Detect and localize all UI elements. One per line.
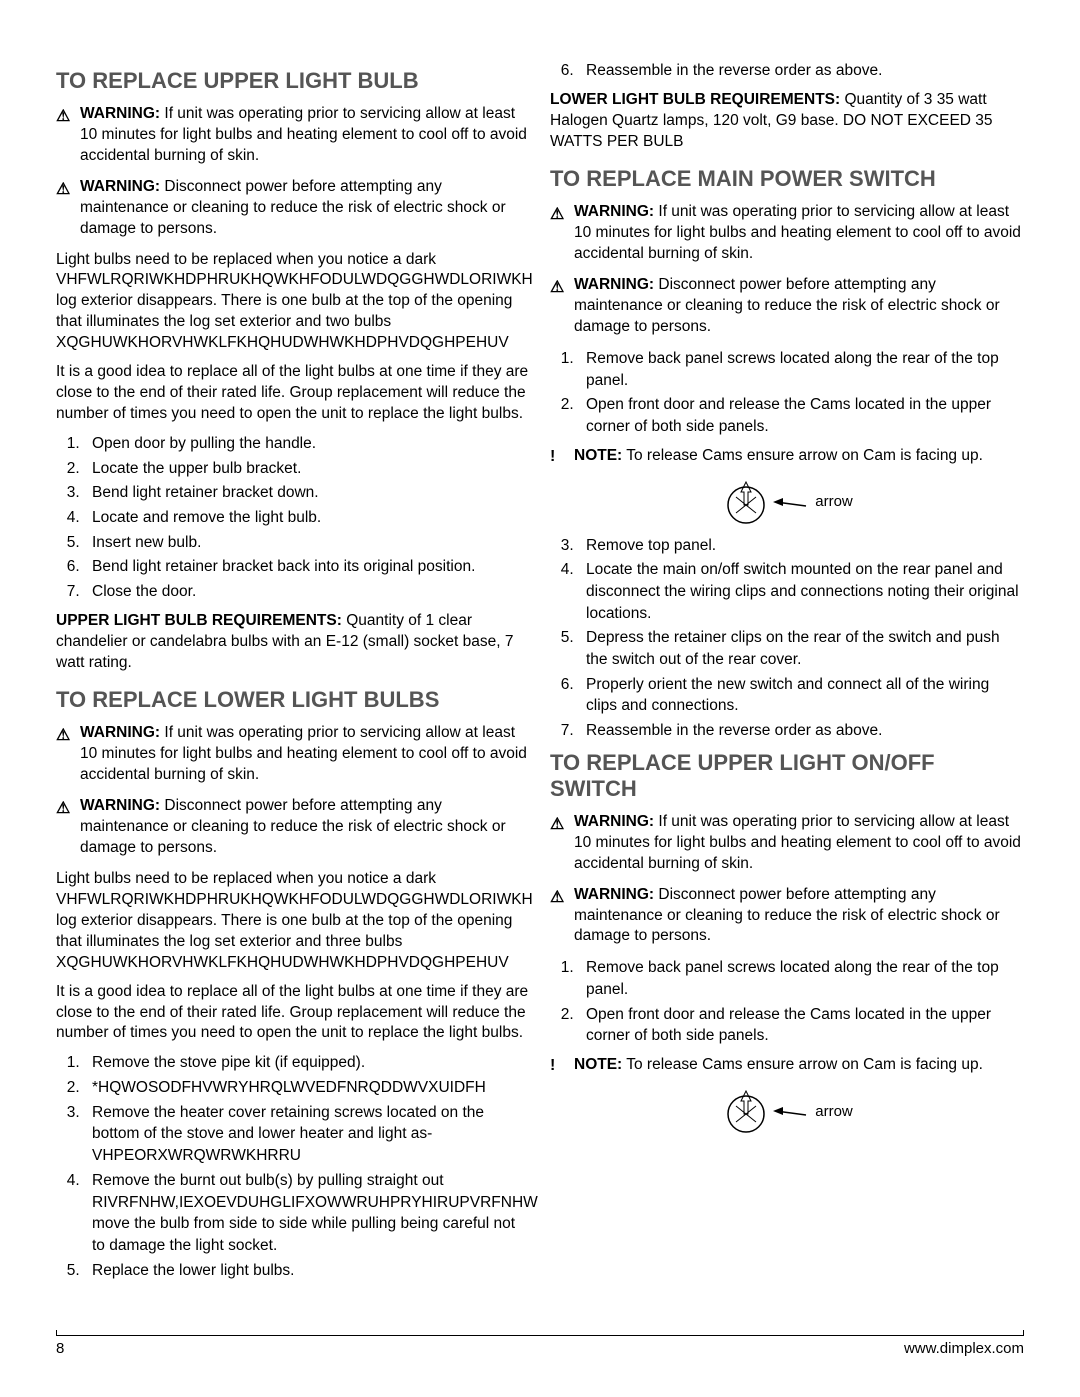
cam-icon <box>721 1086 771 1136</box>
note-icon: ! <box>550 1057 568 1075</box>
warning-label: WARNING: <box>574 203 654 220</box>
footer-url: www.dimplex.com <box>904 1340 1024 1357</box>
content-columns: TO REPLACE UPPER LIGHT BULB ⚠ WARNING: I… <box>56 60 1024 1295</box>
warning-text: WARNING: Disconnect power before attempt… <box>574 885 1024 948</box>
diagram-label: arrow <box>815 1103 853 1120</box>
cam-diagram: arrow <box>550 477 1024 527</box>
cam-icon <box>721 477 771 527</box>
step: Remove the heater cover retaining screws… <box>84 1102 530 1167</box>
warning-label: WARNING: <box>80 178 160 195</box>
step: Remove top panel. <box>578 535 1024 557</box>
step: Remove back panel screws located along t… <box>578 957 1024 1000</box>
step: Replace the lower light bulbs. <box>84 1260 530 1282</box>
warning-icon: ⚠ <box>550 277 568 297</box>
page-footer: 8 www.dimplex.com <box>56 1335 1024 1357</box>
cam-diagram: arrow <box>550 1086 1024 1136</box>
warning-label: WARNING: <box>574 276 654 293</box>
step-list: Remove back panel screws located along t… <box>550 957 1024 1047</box>
warning-label: WARNING: <box>80 797 160 814</box>
step: Locate and remove the light bulb. <box>84 507 530 529</box>
warning-text: WARNING: If unit was operating prior to … <box>574 812 1024 875</box>
warning-icon: ⚠ <box>56 798 74 818</box>
warning-text: WARNING: Disconnect power before attempt… <box>80 177 530 240</box>
note-body: To release Cams ensure arrow on Cam is f… <box>626 447 983 464</box>
diagram-label: arrow <box>815 493 853 510</box>
warning-label: WARNING: <box>80 105 160 122</box>
step: Reassemble in the reverse order as above… <box>578 60 1024 82</box>
step: Bend light retainer bracket back into it… <box>84 556 530 578</box>
warning-icon: ⚠ <box>550 204 568 224</box>
page-number: 8 <box>56 1340 64 1357</box>
warning: ⚠ WARNING: Disconnect power before attem… <box>550 275 1024 338</box>
step: Insert new bulb. <box>84 532 530 554</box>
arrow-icon <box>771 1101 811 1121</box>
section-heading: TO REPLACE LOWER LIGHT BULBS <box>56 687 530 713</box>
paragraph: Light bulbs need to be replaced when you… <box>56 250 530 355</box>
requirements: UPPER LIGHT BULB REQUIREMENTS: Quantity … <box>56 611 530 674</box>
note-text: NOTE: To release Cams ensure arrow on Ca… <box>574 1055 1024 1076</box>
step: Open door by pulling the handle. <box>84 433 530 455</box>
step: Depress the retainer clips on the rear o… <box>578 627 1024 670</box>
warning-text: WARNING: If unit was operating prior to … <box>80 723 530 786</box>
warning-label: WARNING: <box>574 813 654 830</box>
note-icon: ! <box>550 448 568 466</box>
step-list: Remove back panel screws located along t… <box>550 348 1024 438</box>
warning: ⚠ WARNING: If unit was operating prior t… <box>56 104 530 167</box>
step: Remove the burnt out bulb(s) by pulling … <box>84 1170 530 1257</box>
note-text: NOTE: To release Cams ensure arrow on Ca… <box>574 446 1024 467</box>
section-heading: TO REPLACE MAIN POWER SWITCH <box>550 166 1024 192</box>
requirements-label: LOWER LIGHT BULB REQUIREMENTS: <box>550 91 840 108</box>
step: Open front door and release the Cams loc… <box>578 394 1024 437</box>
requirements-label: UPPER LIGHT BULB REQUIREMENTS: <box>56 612 342 629</box>
warning-label: WARNING: <box>574 886 654 903</box>
step: Remove back panel screws located along t… <box>578 348 1024 391</box>
step: Open front door and release the Cams loc… <box>578 1004 1024 1047</box>
warning-icon: ⚠ <box>56 725 74 745</box>
step: Reassemble in the reverse order as above… <box>578 720 1024 742</box>
warning-icon: ⚠ <box>550 887 568 907</box>
note-label: NOTE: <box>574 447 622 464</box>
warning-icon: ⚠ <box>56 106 74 126</box>
warning-icon: ⚠ <box>550 814 568 834</box>
warning: ⚠ WARNING: Disconnect power before attem… <box>550 885 1024 948</box>
step: Properly orient the new switch and conne… <box>578 674 1024 717</box>
note: ! NOTE: To release Cams ensure arrow on … <box>550 1055 1024 1076</box>
section-heading: TO REPLACE UPPER LIGHT BULB <box>56 68 530 94</box>
warning: ⚠ WARNING: If unit was operating prior t… <box>550 202 1024 265</box>
warning-text: WARNING: Disconnect power before attempt… <box>80 796 530 859</box>
step: Locate the upper bulb bracket. <box>84 458 530 480</box>
section-heading: TO REPLACE UPPER LIGHT ON/OFF SWITCH <box>550 750 1024 802</box>
step-list: Open door by pulling the handle. Locate … <box>56 433 530 603</box>
warning-label: WARNING: <box>80 724 160 741</box>
step: Close the door. <box>84 581 530 603</box>
step: Bend light retainer bracket down. <box>84 482 530 504</box>
step: Remove the stove pipe kit (if equipped). <box>84 1052 530 1074</box>
warning-icon: ⚠ <box>56 179 74 199</box>
warning: ⚠ WARNING: If unit was operating prior t… <box>56 723 530 786</box>
paragraph: It is a good idea to replace all of the … <box>56 982 530 1045</box>
warning-text: WARNING: Disconnect power before attempt… <box>574 275 1024 338</box>
note-body: To release Cams ensure arrow on Cam is f… <box>626 1056 983 1073</box>
step: Locate the main on/off switch mounted on… <box>578 559 1024 624</box>
note-label: NOTE: <box>574 1056 622 1073</box>
step-list: Remove top panel. Locate the main on/off… <box>550 535 1024 742</box>
warning-text: WARNING: If unit was operating prior to … <box>80 104 530 167</box>
warning: ⚠ WARNING: If unit was operating prior t… <box>550 812 1024 875</box>
arrow-icon <box>771 492 811 512</box>
warning: ⚠ WARNING: Disconnect power before attem… <box>56 177 530 240</box>
warning: ⚠ WARNING: Disconnect power before attem… <box>56 796 530 859</box>
warning-text: WARNING: If unit was operating prior to … <box>574 202 1024 265</box>
paragraph: It is a good idea to replace all of the … <box>56 362 530 425</box>
step: *HQWOSODFHVWRYHRQLWVEDFNRQDDWVXUIDFH <box>84 1077 530 1099</box>
paragraph: Light bulbs need to be replaced when you… <box>56 869 530 974</box>
requirements: LOWER LIGHT BULB REQUIREMENTS: Quantity … <box>550 90 1024 153</box>
note: ! NOTE: To release Cams ensure arrow on … <box>550 446 1024 467</box>
